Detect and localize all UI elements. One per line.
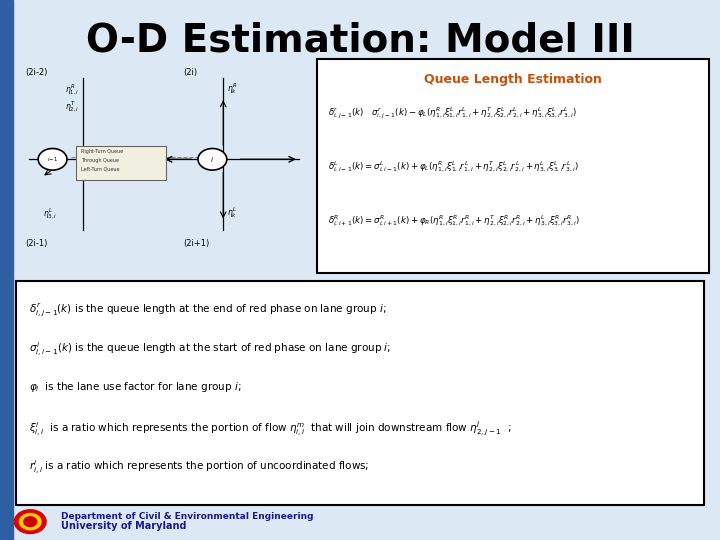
Text: (2i): (2i) [184,68,198,77]
FancyBboxPatch shape [16,281,704,505]
Text: $\eta^{R}_{1,i}$: $\eta^{R}_{1,i}$ [65,82,79,97]
Text: O-D Estimation: Model III: O-D Estimation: Model III [86,22,634,59]
Text: $r^{i}_{i,i}$ is a ratio which represents the portion of uncoordinated flows;: $r^{i}_{i,i}$ is a ratio which represent… [29,459,369,477]
Text: $\eta^{T}_{2,i}$: $\eta^{T}_{2,i}$ [65,100,79,114]
Text: Left-Turn Queue: Left-Turn Queue [81,167,120,172]
Text: $\delta^{R}_{i,i+1}(k) = \sigma^{R}_{i,i+1}(k) + \varphi_R(\eta^{R}_{1,i}\xi^{R}: $\delta^{R}_{i,i+1}(k) = \sigma^{R}_{i,i… [328,213,580,228]
Circle shape [24,517,37,526]
Text: $\sigma^{i}_{i,i-1}(k)$ is the queue length at the start of red phase on lane gr: $\sigma^{i}_{i,i-1}(k)$ is the queue len… [29,341,391,359]
Text: $\delta^{r}_{i,j-1}(k)$ is the queue length at the end of red phase on lane grou: $\delta^{r}_{i,j-1}(k)$ is the queue len… [29,301,386,318]
Circle shape [19,514,41,530]
Text: (2i-2): (2i-2) [25,68,48,77]
FancyBboxPatch shape [76,146,166,180]
Text: (2i-1): (2i-1) [25,239,48,248]
Text: (2i+1): (2i+1) [184,239,210,248]
Circle shape [198,148,227,170]
Text: Department of Civil & Environmental Engineering: Department of Civil & Environmental Engi… [61,512,314,521]
Text: Queue Length Estimation: Queue Length Estimation [424,73,602,86]
Text: $i$: $i$ [210,155,215,164]
Text: $\eta^{L}_{k}$: $\eta^{L}_{k}$ [227,206,237,220]
Text: $\varphi_i$  is the lane use factor for lane group $i$;: $\varphi_i$ is the lane use factor for l… [29,380,241,394]
Text: $\delta^{L}_{i,i-1}(k) = \sigma^{L}_{i,i-1}(k) + \varphi_L(\eta^{R}_{1,i}\xi^{L}: $\delta^{L}_{i,i-1}(k) = \sigma^{L}_{i,i… [328,159,579,174]
Text: Through Queue: Through Queue [81,158,120,163]
FancyBboxPatch shape [317,59,709,273]
Text: University of Maryland: University of Maryland [61,521,186,531]
Text: Right-Turn Queue: Right-Turn Queue [81,150,124,154]
Text: $i\!-\!1$: $i\!-\!1$ [47,156,58,163]
Circle shape [38,148,67,170]
Text: $\delta^{r}_{i,j-1}(k) \quad \sigma^{r}_{i,j-1}(k) - \varphi_L(\eta^{R}_{1,i}\xi: $\delta^{r}_{i,j-1}(k) \quad \sigma^{r}_… [328,105,576,121]
Text: $\eta^{L}_{3,i}$: $\eta^{L}_{3,i}$ [43,206,58,221]
Circle shape [14,510,46,534]
Bar [0,0,13,540]
Text: $\eta^{R}_{k}$: $\eta^{R}_{k}$ [227,82,238,96]
Text: $\xi^{i}_{i,i}$  is a ratio which represents the portion of flow $\eta^{m}_{i,i}: $\xi^{i}_{i,i}$ is a ratio which represe… [29,420,511,438]
